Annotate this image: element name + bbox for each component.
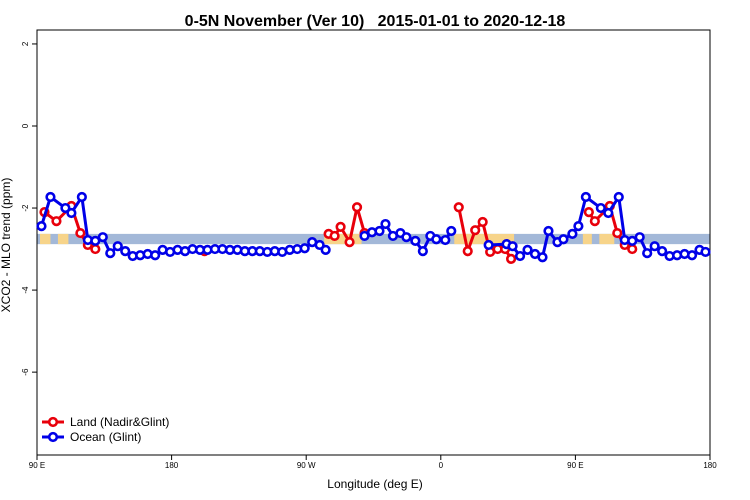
legend-marker: [47, 416, 59, 428]
data-point: [612, 227, 623, 239]
data-point: [344, 236, 355, 248]
data-point: [700, 246, 711, 258]
legend-label: Land (Nadir&Glint): [70, 415, 169, 429]
data-point: [97, 232, 108, 243]
data-point: [514, 250, 526, 262]
y-tick-label: -6: [21, 368, 30, 376]
data-point: [120, 246, 131, 257]
band-highlight: [582, 233, 592, 245]
x-tick-label: 90 E: [567, 461, 583, 470]
data-point: [320, 244, 331, 255]
data-point: [453, 202, 464, 213]
data-point: [417, 246, 428, 257]
data-point: [603, 207, 614, 219]
data-point: [76, 191, 87, 203]
x-tick-label: 180: [165, 461, 179, 470]
data-point: [359, 230, 370, 242]
data-point: [686, 250, 698, 261]
data-point: [627, 243, 638, 255]
data-point: [507, 241, 518, 252]
data-point: [580, 191, 591, 203]
data-point: [505, 253, 517, 265]
data-point: [329, 230, 340, 242]
band-highlight: [599, 233, 615, 245]
band-highlight: [324, 233, 362, 245]
data-point: [75, 227, 86, 239]
data-point: [150, 250, 161, 261]
data-point: [351, 202, 363, 213]
data-point: [440, 234, 451, 246]
data-point: [613, 191, 624, 203]
data-point: [36, 220, 47, 232]
data-point: [66, 207, 77, 219]
legend-label: Ocean (Glint): [70, 430, 141, 444]
data-point: [657, 246, 668, 257]
y-tick-label: 0: [21, 123, 30, 128]
y-tick-label: 2: [21, 41, 30, 46]
x-tick-label: 0: [439, 461, 444, 470]
data-point: [583, 207, 594, 218]
data-point: [410, 235, 421, 246]
data-point: [401, 232, 412, 243]
data-point: [431, 234, 442, 245]
band-highlight: [57, 233, 69, 245]
y-tick-label: -2: [21, 204, 30, 212]
y-tick-label: -4: [21, 286, 30, 294]
x-tick-label: 90 W: [297, 461, 316, 470]
reference-band: [37, 233, 710, 245]
band-highlight: [454, 233, 515, 245]
plot-frame: [36, 29, 711, 456]
data-point: [649, 241, 660, 252]
data-point: [558, 234, 569, 245]
data-point: [627, 235, 638, 246]
data-point: [45, 191, 56, 203]
data-point: [51, 216, 62, 227]
data-point: [470, 225, 481, 236]
data-point: [446, 225, 457, 237]
data-point: [483, 239, 494, 251]
data-point: [462, 246, 473, 257]
data-point: [477, 216, 488, 228]
legend-marker: [47, 431, 59, 443]
data-point: [299, 243, 310, 254]
data-point: [112, 241, 123, 252]
data-point: [90, 243, 101, 255]
y-axis-label: XCO2 - MLO trend (ppm): [0, 178, 13, 313]
x-axis-label: Longitude (deg E): [327, 477, 422, 491]
data-point: [105, 248, 116, 259]
data-point: [642, 248, 653, 259]
data-point: [335, 221, 346, 233]
data-point: [90, 235, 101, 246]
data-point: [380, 218, 391, 230]
x-tick-label: 90 E: [29, 461, 45, 470]
data-point: [522, 244, 533, 255]
data-point: [543, 225, 554, 237]
data-point: [537, 252, 548, 263]
data-point: [567, 228, 578, 239]
data-point: [573, 220, 584, 232]
data-point: [595, 202, 606, 214]
data-point: [589, 216, 600, 227]
band-highlight: [39, 233, 51, 245]
series-line: [43, 203, 633, 260]
chart-title: 0-5N November (Ver 10) 2015-01-01 to 202…: [185, 13, 566, 30]
data-point: [374, 225, 385, 237]
x-tick-label: 180: [703, 461, 717, 470]
data-point: [634, 232, 645, 243]
